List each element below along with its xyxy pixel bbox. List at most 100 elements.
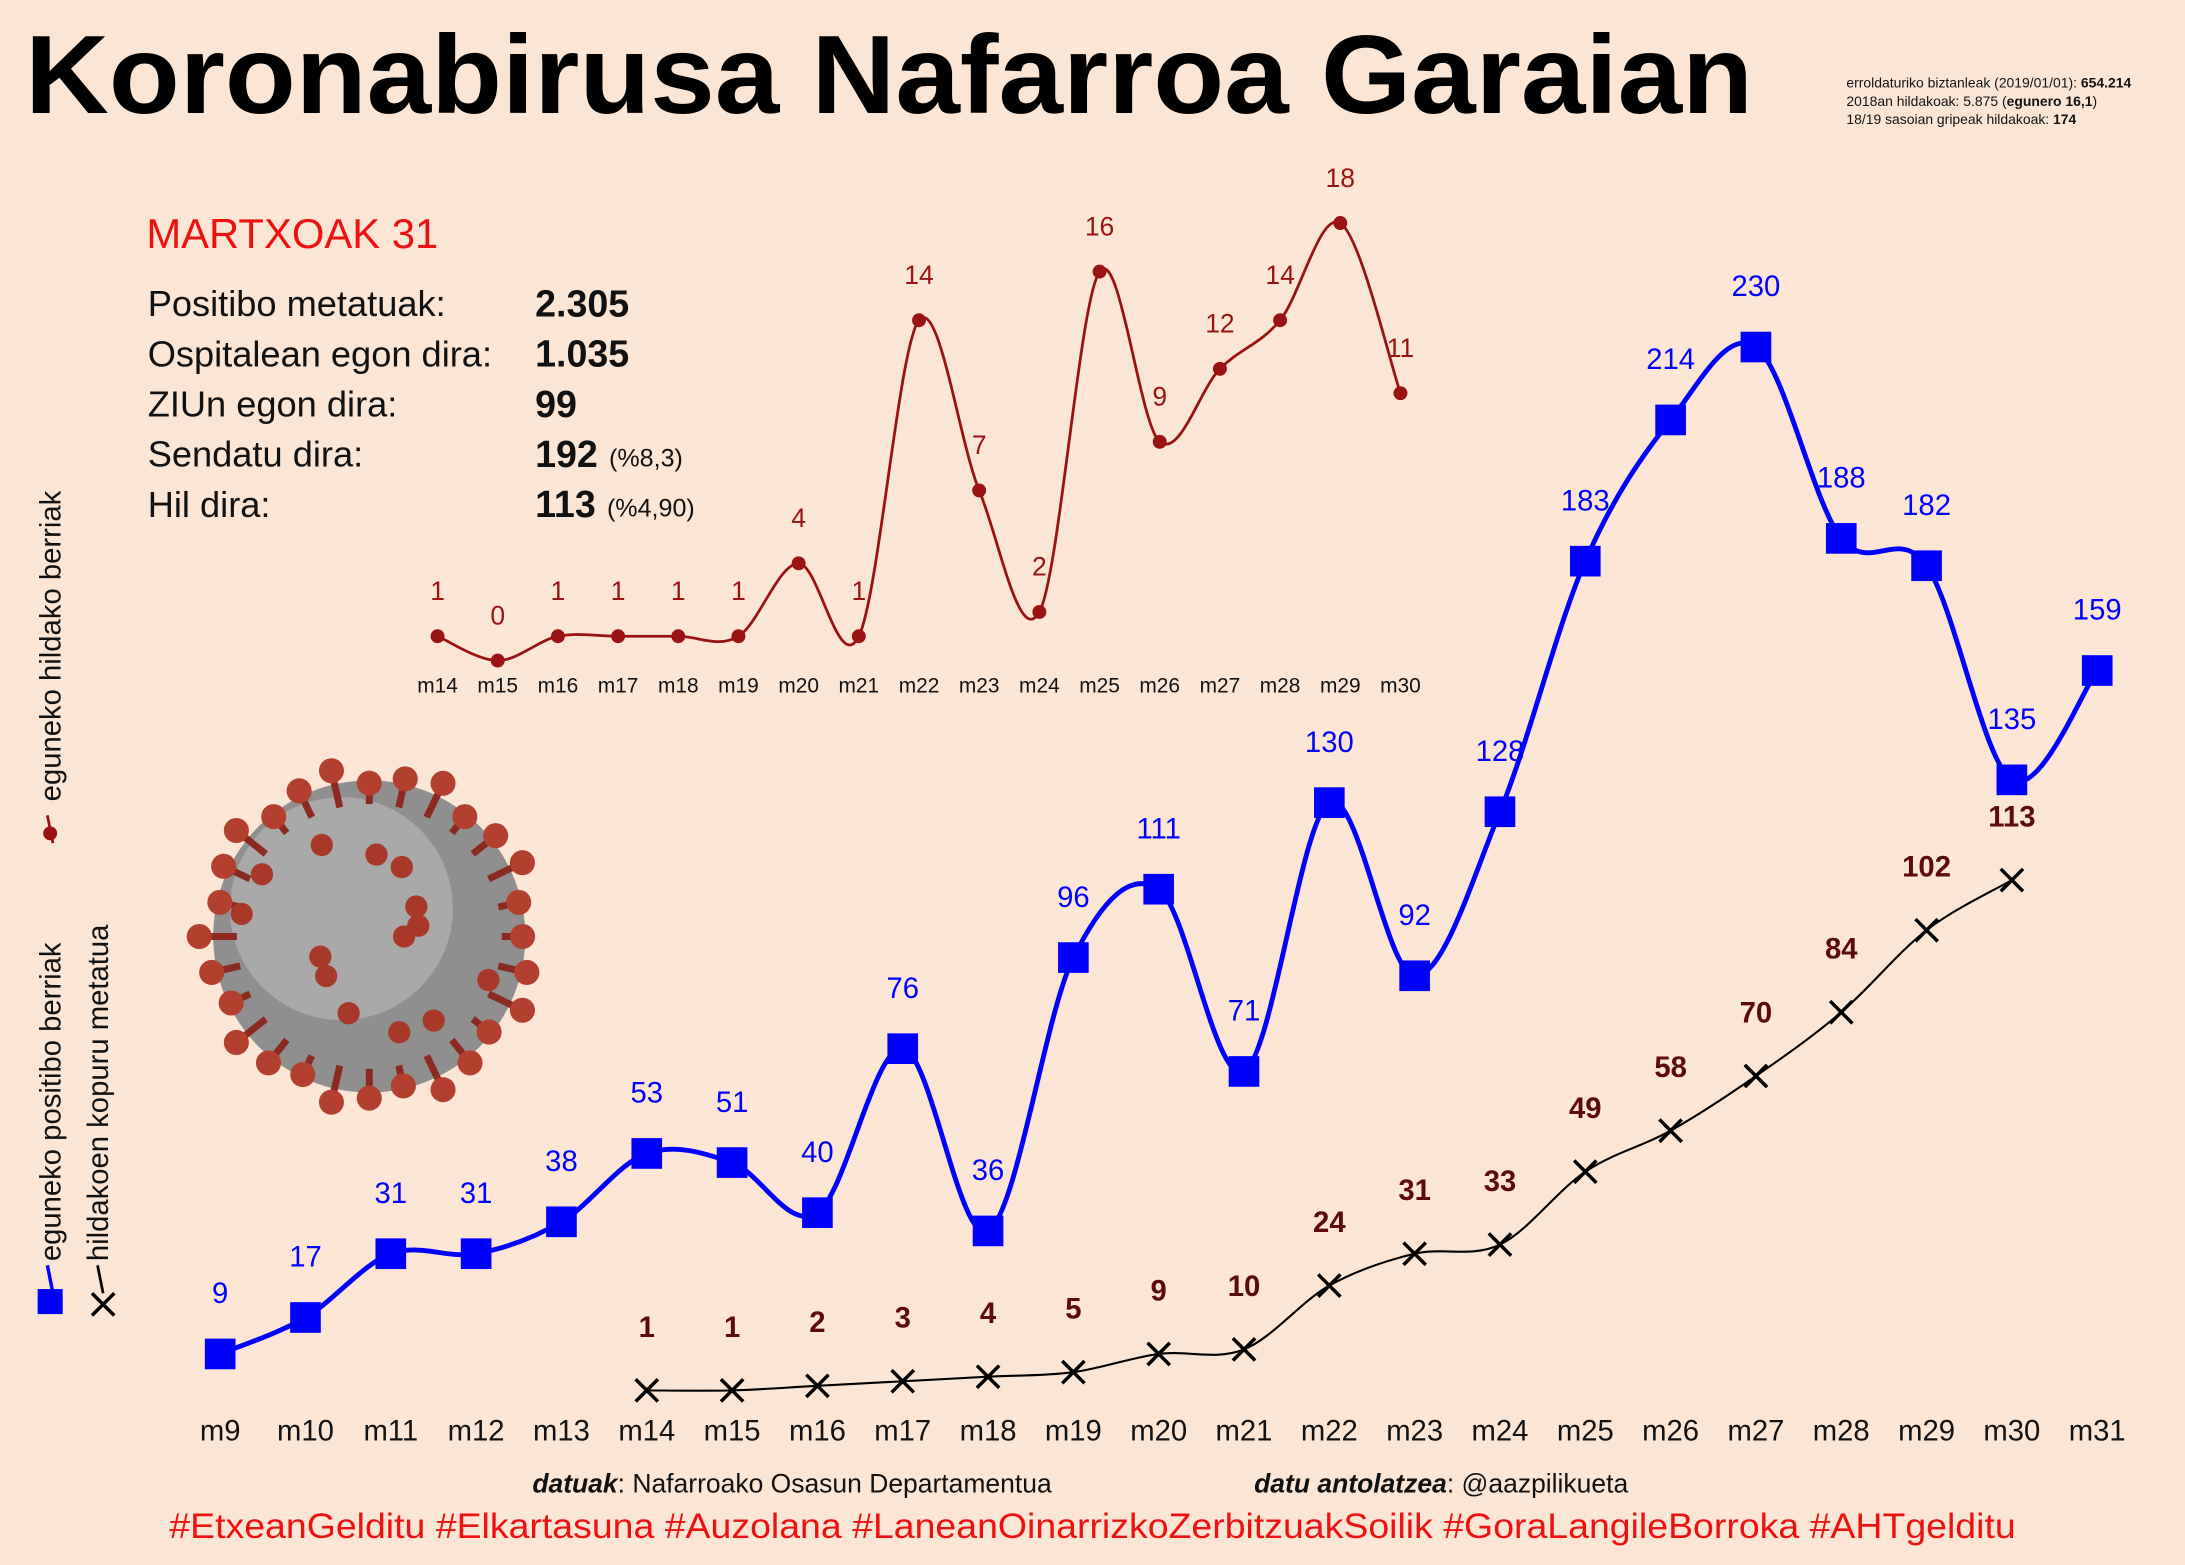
x-tick-label: m18 (960, 1415, 1017, 1447)
data-label: 1 (551, 576, 566, 606)
cross-marker (1658, 1118, 1683, 1144)
stat-value: 2.305 (535, 283, 629, 325)
virus-spike (314, 964, 338, 988)
stat-label: Hil dira: (148, 484, 271, 525)
point-marker (671, 629, 686, 644)
data-label: 58 (1654, 1052, 1687, 1084)
data-label: 31 (375, 1178, 408, 1210)
data-label: 9 (1152, 382, 1167, 412)
cross-marker (1914, 917, 1939, 943)
virus-spike (218, 990, 244, 1016)
data-label: 84 (1825, 934, 1858, 966)
date-heading: MARTXOAK 31 (146, 210, 438, 257)
x-tick-label: m17 (598, 675, 639, 698)
data-label: 76 (886, 973, 919, 1005)
cross-marker (1402, 1241, 1428, 1267)
x-tick-label: m26 (1642, 1415, 1699, 1447)
virus-spike (223, 817, 249, 844)
virus-spike (390, 855, 413, 879)
square-marker (204, 1338, 236, 1370)
square-marker (1740, 331, 1772, 363)
virus-spike (390, 1073, 416, 1099)
credit: datuak: Nafarroako Osasun Departamentua (532, 1469, 1052, 1499)
data-label: 11 (1387, 333, 1414, 363)
data-label: 31 (1398, 1175, 1431, 1207)
stat-value: 192 (535, 433, 598, 475)
data-label: 24 (1313, 1207, 1346, 1239)
note: 18/19 sasoian gripeak hildakoak: 174 (1846, 111, 2076, 127)
virus-illustration (186, 758, 540, 1115)
x-tick-label: m30 (1380, 675, 1421, 698)
cross-marker (1060, 1359, 1086, 1385)
data-label: 2 (809, 1307, 825, 1339)
data-label: 111 (1136, 813, 1180, 845)
cross-marker (890, 1368, 916, 1394)
x-tick-label: m9 (200, 1415, 241, 1447)
credit-text: : @aazpilikueta (1447, 1469, 1629, 1499)
virus-spike (255, 1050, 282, 1076)
x-tick-label: m23 (959, 675, 1000, 698)
virus-spike (318, 1089, 344, 1115)
stat-label: Ospitalean egon dira: (148, 333, 492, 374)
data-label: 70 (1740, 997, 1773, 1029)
virus-spike (506, 889, 532, 915)
x-tick-label: m29 (1320, 675, 1361, 698)
data-label: 4 (791, 503, 806, 533)
virus-spike (309, 945, 332, 968)
point-marker (1092, 264, 1107, 279)
cross-marker (1999, 867, 2025, 893)
virus-spike (318, 758, 344, 784)
virus-spike (310, 833, 333, 857)
note-part: 654.214 (2081, 74, 2132, 90)
data-label: 135 (1987, 704, 2036, 736)
data-label: 1 (671, 576, 686, 606)
x-tick-label: m12 (448, 1415, 505, 1447)
stat-label: Sendatu dira: (148, 434, 363, 475)
x-tick-label: m21 (1216, 1415, 1273, 1447)
x-tick-label: m17 (874, 1415, 931, 1447)
data-label: 38 (545, 1146, 578, 1178)
virus-spike (250, 863, 274, 886)
data-label: 113 (1988, 802, 2035, 834)
cross-marker (1828, 999, 1854, 1025)
square-marker (887, 1033, 919, 1065)
stats: Positibo metatuak: 2.305 Ospitalean egon d… (148, 283, 695, 526)
cross-marker (1487, 1232, 1513, 1257)
square-marker (1911, 550, 1942, 582)
x-tick-label: m14 (618, 1415, 675, 1447)
virus-spike (476, 1019, 502, 1045)
virus-spike (230, 902, 253, 926)
point-marker (1152, 434, 1167, 449)
virus-spike (199, 959, 225, 985)
square-marker (1996, 764, 2028, 796)
data-label: 3 (895, 1303, 911, 1335)
legend-line (96, 1265, 105, 1294)
virus-shade (229, 797, 453, 1021)
virus-spike (290, 1062, 316, 1088)
cross-marker (805, 1373, 830, 1399)
data-label: 1 (639, 1312, 655, 1344)
inset-chart: m14 m15 m16 m17 m18 m19 m20 m21 m22 m23 m24 m25 m26 m… (417, 163, 1421, 698)
credit-text: : Nafarroako Osasun Departamentua (618, 1469, 1052, 1499)
x-tick-label: m11 (363, 1415, 418, 1447)
hashtags: #EtxeanGelditu #Elkartasuna #Auzolana #L… (169, 1507, 2015, 1546)
note: 2018an hildakoak: 5.875 (egunero 16,1) (1846, 92, 2097, 108)
virus-spike (407, 914, 430, 937)
footer: datuak: Nafarroako Osasun Departamentua d… (532, 1469, 1628, 1499)
main-chart: m9 m10 m11 m12 m13 m14 m15 m16 m17 m18 m19 m20 m21 m2… (200, 271, 2126, 1447)
stat-value: 113 (535, 483, 596, 525)
virus-spike (365, 843, 388, 866)
legend: eguneko hildako berriak eguneko positibo … (36, 490, 116, 1317)
virus-spike (452, 804, 478, 830)
data-label: 230 (1732, 271, 1781, 303)
note-part: erroldaturiko biztanleak (2019/01/01): (1846, 74, 2081, 90)
note-part: ) (2093, 92, 2098, 108)
square-marker (1314, 787, 1345, 818)
cross-marker (634, 1378, 660, 1403)
point-marker (791, 556, 806, 571)
data-label: 183 (1561, 485, 1610, 517)
square-marker (972, 1215, 1004, 1247)
cross-marker (1316, 1273, 1342, 1298)
cross-marker (975, 1364, 1001, 1390)
